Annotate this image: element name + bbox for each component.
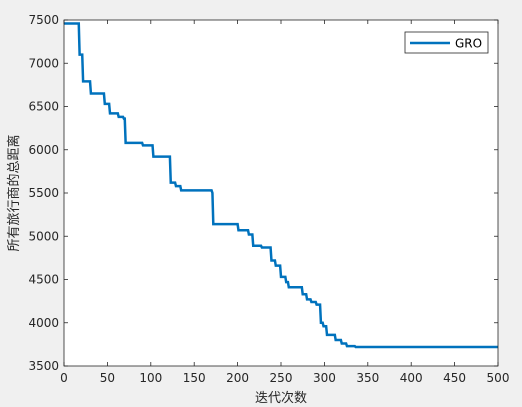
plot-layer — [64, 22, 498, 349]
x-tick-label: 350 — [356, 371, 379, 385]
y-axis-title: 所有旅行商的总距离 — [6, 134, 22, 251]
series-line-gro — [64, 22, 498, 349]
x-tick-label: 50 — [100, 371, 115, 385]
axes-background — [64, 20, 498, 366]
x-axis-title: 迭代次数 — [255, 390, 307, 406]
x-tick-label: 400 — [400, 371, 423, 385]
legend: GRO — [404, 31, 489, 54]
y-tick-label: 7500 — [28, 13, 59, 27]
x-tick-label: 0 — [60, 371, 68, 385]
y-tick-label: 4500 — [28, 273, 59, 287]
x-tick-label: 200 — [226, 371, 249, 385]
legend-label-gro: GRO — [455, 37, 482, 51]
y-tick-label: 7000 — [28, 56, 59, 70]
y-tick-label: 6500 — [28, 100, 59, 114]
x-tick-label: 500 — [487, 371, 510, 385]
x-tick-label: 150 — [183, 371, 206, 385]
x-tick-label: 450 — [443, 371, 466, 385]
x-tick-label: 250 — [270, 371, 293, 385]
x-tick-label: 100 — [139, 371, 162, 385]
y-tick-label: 4000 — [28, 316, 59, 330]
y-tick-label: 5500 — [28, 186, 59, 200]
y-tick-label: 6000 — [28, 143, 59, 157]
x-tick-label: 300 — [313, 371, 336, 385]
ticks-layer: 0 50 100 150 200 250 300 350 400 450 500 3500 4000 45… — [28, 13, 509, 385]
y-tick-label: 3500 — [28, 359, 59, 373]
y-tick-label: 5000 — [28, 229, 59, 243]
